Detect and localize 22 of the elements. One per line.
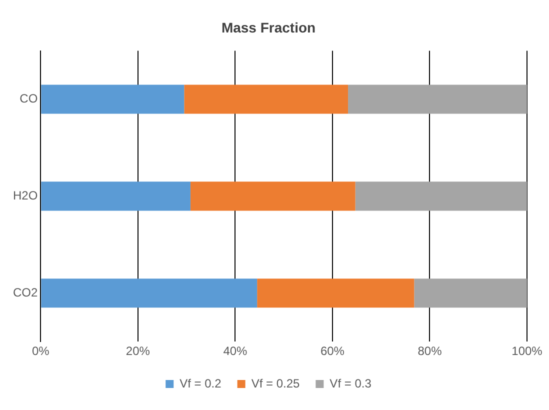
chart-title: Mass Fraction: [221, 19, 316, 36]
bar: [41, 182, 190, 211]
y-tick-label: H2O: [12, 188, 38, 203]
bar: [355, 182, 527, 211]
bar: [184, 84, 348, 114]
bar: [257, 278, 414, 308]
bar: [414, 278, 527, 308]
bar: [41, 84, 184, 114]
x-tick-label: 40%: [223, 344, 248, 358]
bar: [190, 182, 356, 211]
bar: [41, 278, 258, 308]
bar: [348, 84, 527, 114]
x-tick-label: 0%: [32, 344, 50, 358]
x-tick-label: 100%: [512, 344, 543, 358]
x-tick-label: 60%: [320, 344, 345, 358]
x-tick-label: 20%: [126, 344, 150, 358]
y-tick-label: CO2: [12, 285, 38, 300]
y-tick-label: CO: [20, 92, 38, 106]
legend-label: Vf = 0.25: [251, 376, 300, 390]
legend-label: Vf = 0.2: [180, 376, 222, 390]
x-tick-label: 80%: [418, 344, 442, 358]
legend-label: Vf = 0.3: [330, 376, 372, 390]
